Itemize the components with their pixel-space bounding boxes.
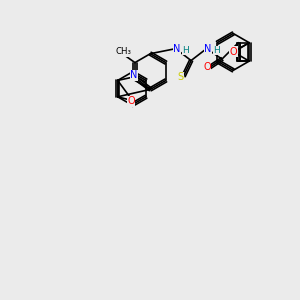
Text: S: S xyxy=(177,73,183,82)
Text: CH₃: CH₃ xyxy=(115,47,131,56)
Text: N: N xyxy=(204,44,212,54)
Text: O: O xyxy=(127,96,135,106)
Text: H: H xyxy=(213,46,220,55)
Text: N: N xyxy=(130,70,138,80)
Text: O: O xyxy=(203,62,211,72)
Text: N: N xyxy=(173,44,181,54)
Text: O: O xyxy=(230,47,237,57)
Text: H: H xyxy=(182,46,189,55)
